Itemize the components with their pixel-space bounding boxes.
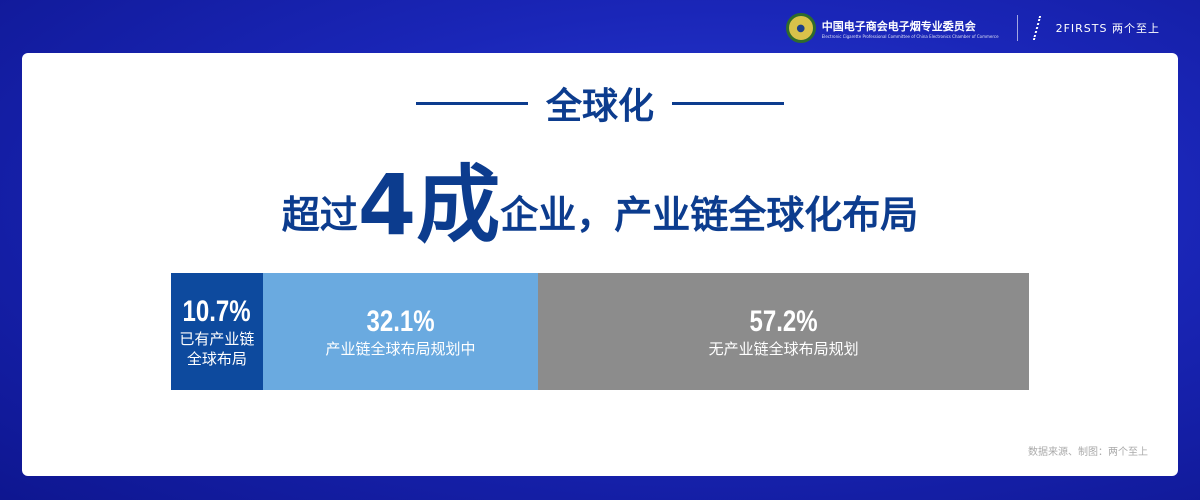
segment-value-label: 32.1% xyxy=(366,304,435,338)
bar-segment: 57.2% 无产业链全球布局规划 xyxy=(538,273,1029,390)
headline-suffix: 企业，产业链全球化布局 xyxy=(500,193,919,237)
org-name-cn: 中国电子商会电子烟专业委员会 xyxy=(821,19,976,33)
brand-logo: 2FIRSTS 两个至上 xyxy=(1032,16,1160,40)
page-title: 全球化 xyxy=(545,86,654,127)
segment-label: 已有产业链 全球布局 xyxy=(179,329,255,368)
org-logo: ● 中国电子商会电子烟专业委员会 Electronic Cigarette Pr… xyxy=(785,13,999,43)
bar-segment: 10.7% 已有产业链 全球布局 xyxy=(171,273,263,390)
headline-highlight: 4成 xyxy=(357,156,501,254)
content-card: 全球化 超过4成企业，产业链全球化布局 10.7% 已有产业链 全球布局 32.1% 产… xyxy=(22,53,1178,476)
title-line-left xyxy=(415,101,528,105)
header: ● 中国电子商会电子烟专业委员会 Electronic Cigarette Pr… xyxy=(785,10,1160,46)
source-note: 数据来源、制图：两个至上 xyxy=(1028,447,1148,458)
stacked-bar: 10.7% 已有产业链 全球布局 32.1% 产业链全球布局规划中 57.2% 无产业链全球… xyxy=(171,273,1029,390)
title-row: 全球化 xyxy=(22,77,1178,129)
segment-label: 无产业链全球布局规划 xyxy=(708,339,859,358)
headline: 超过4成企业，产业链全球化布局 xyxy=(22,163,1178,247)
segment-value-label: 10.7% xyxy=(182,294,251,328)
seal-icon: ● xyxy=(785,13,816,43)
bar-segment: 32.1% 产业链全球布局规划中 xyxy=(262,273,539,390)
headline-prefix: 超过 xyxy=(281,193,358,237)
org-name-en: Electronic Cigarette Professional Commit… xyxy=(821,33,999,39)
title-line-right xyxy=(672,101,784,105)
divider xyxy=(1016,15,1018,41)
segment-value-label: 57.2% xyxy=(749,304,818,338)
brand-mark-icon xyxy=(1032,16,1053,40)
segment-label: 产业链全球布局规划中 xyxy=(325,339,476,358)
brand-name: 2FIRSTS 两个至上 xyxy=(1055,22,1160,35)
